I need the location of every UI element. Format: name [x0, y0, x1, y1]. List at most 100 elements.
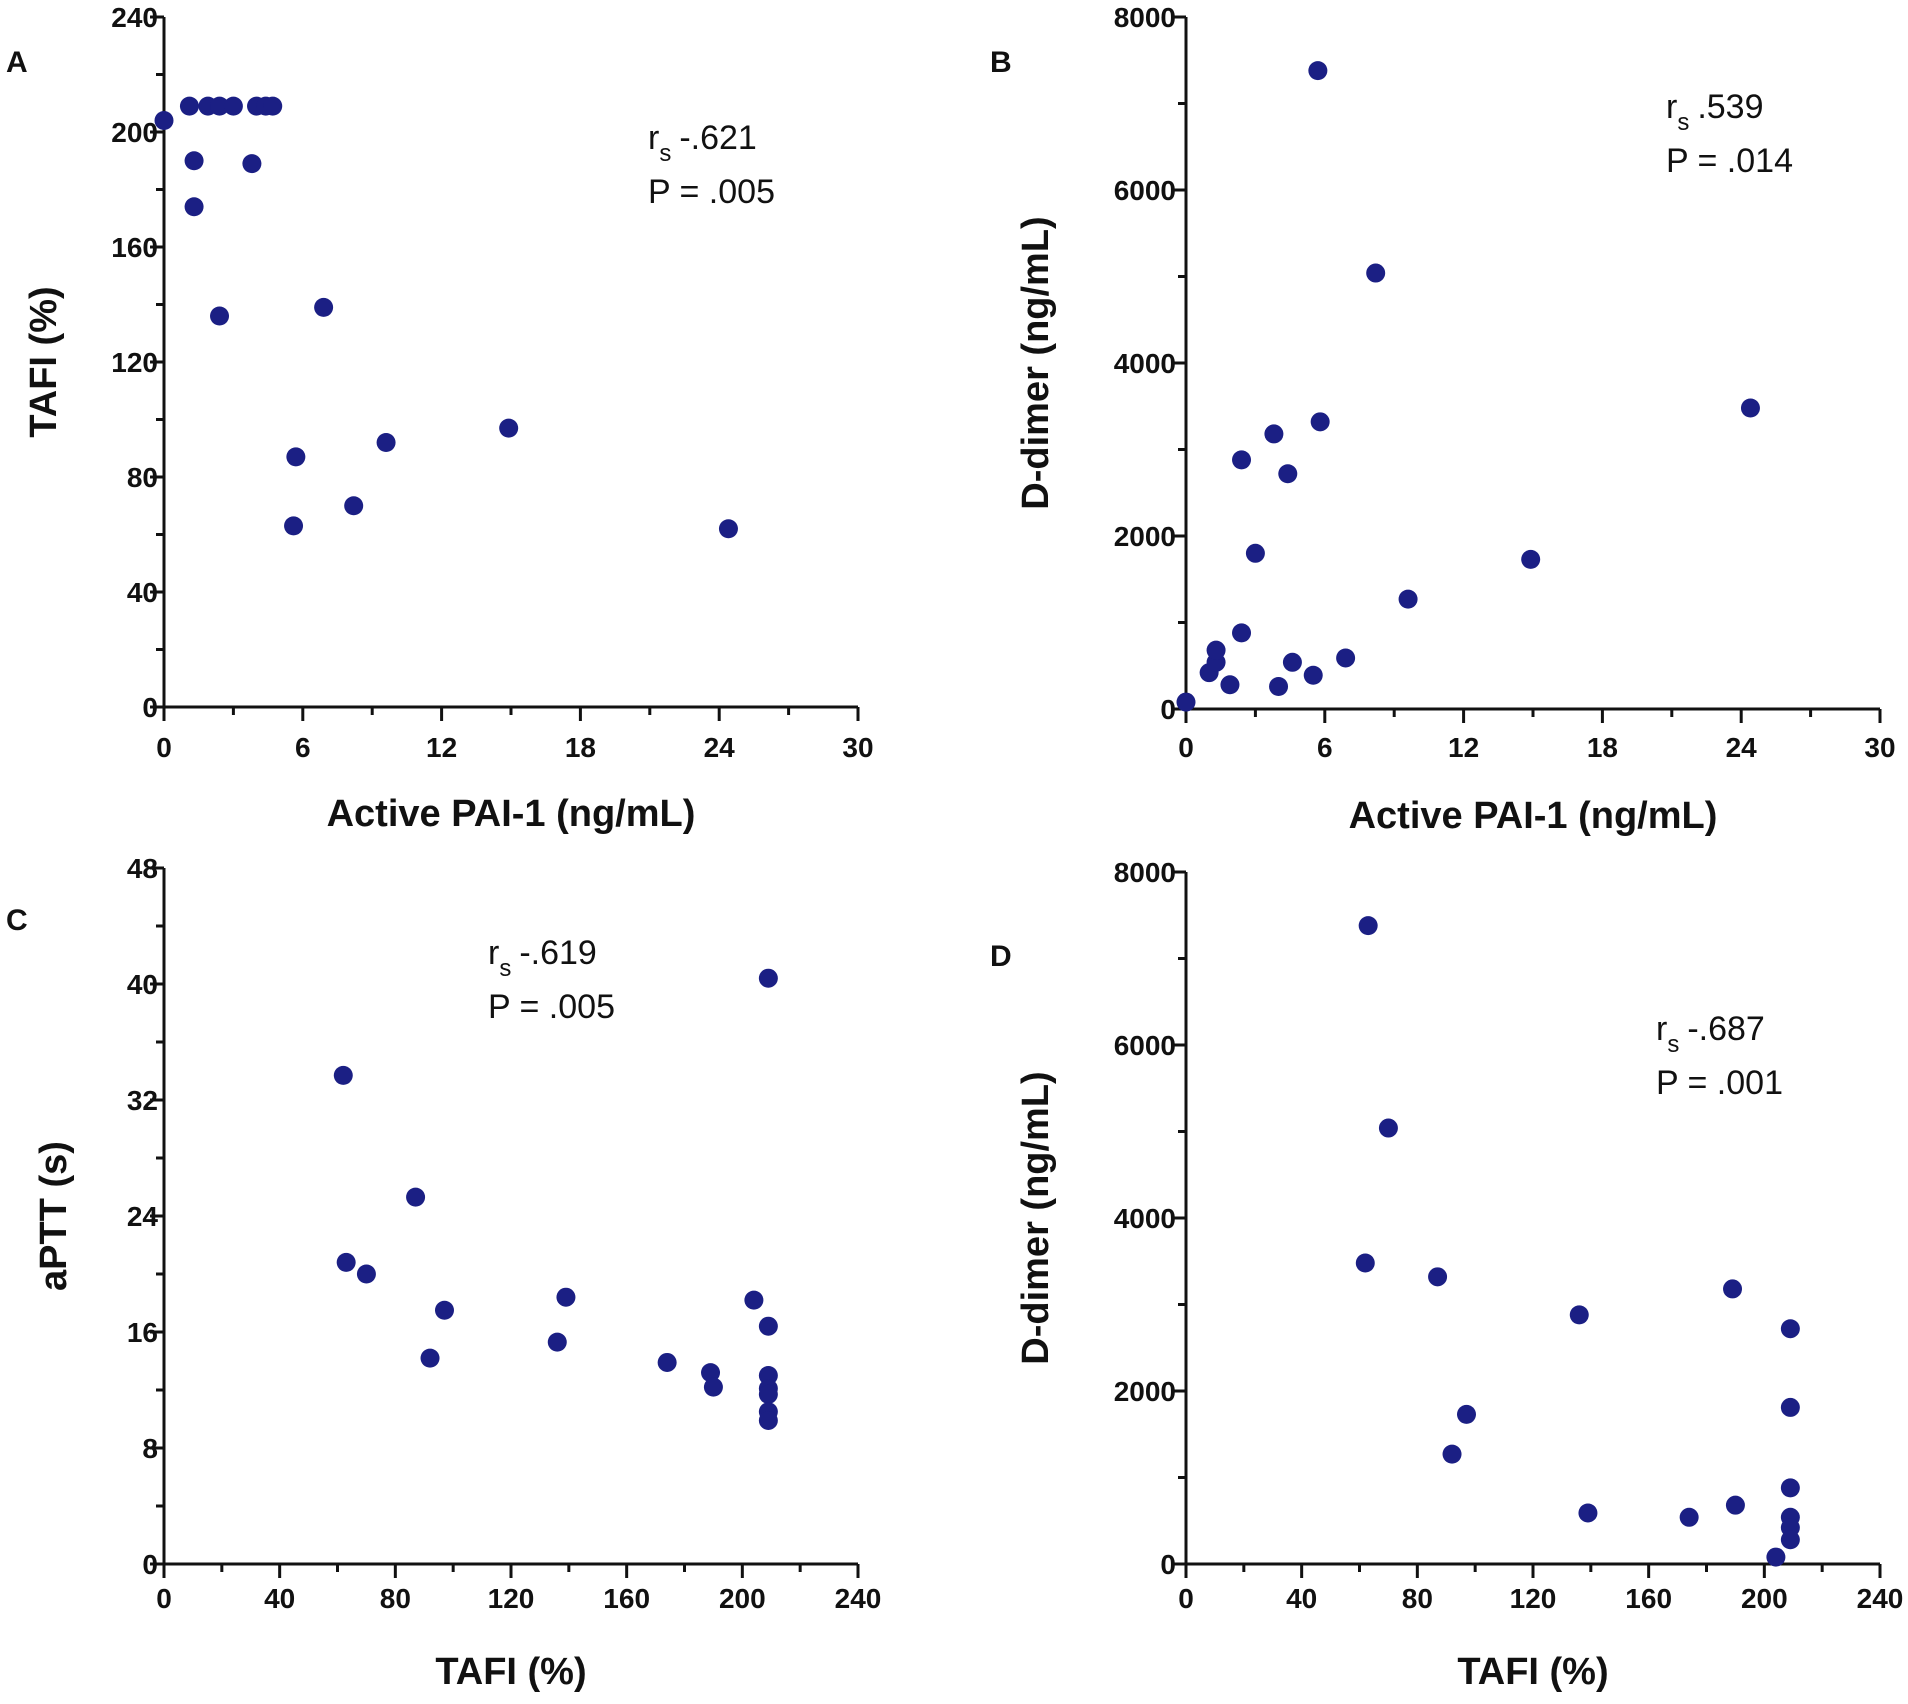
y-tick-label: 40 — [127, 577, 158, 608]
data-point — [1308, 61, 1328, 81]
data-point — [718, 519, 738, 539]
x-tick-label: 12 — [426, 732, 457, 763]
data-point — [1245, 543, 1265, 563]
data-point — [1428, 1267, 1448, 1287]
p-value: P = .014 — [1666, 142, 1793, 180]
data-point — [1569, 1305, 1589, 1325]
x-tick-label: 18 — [565, 732, 596, 763]
r-value: -.619 — [519, 934, 597, 972]
data-point — [1766, 1547, 1786, 1567]
y-tick-label: 8000 — [1114, 857, 1176, 888]
y-tick-label: 48 — [127, 853, 158, 884]
y-tick-label: 40 — [127, 969, 158, 1000]
y-tick-label: 200 — [111, 117, 158, 148]
data-point — [1740, 398, 1760, 418]
data-point — [744, 1290, 764, 1310]
r-subscript: s — [659, 140, 671, 167]
data-point — [184, 151, 204, 171]
data-point — [344, 496, 364, 516]
data-point — [547, 1332, 567, 1352]
data-point — [1269, 677, 1289, 697]
data-point — [1398, 589, 1418, 609]
r-value: .539 — [1697, 88, 1763, 126]
x-tick-label: 24 — [704, 732, 736, 763]
data-point — [1310, 412, 1330, 432]
data-point — [1679, 1507, 1699, 1527]
y-tick-label: 0 — [1160, 694, 1176, 725]
data-point — [1456, 1404, 1476, 1424]
panel-letter: B — [990, 46, 1012, 79]
data-point — [284, 516, 304, 536]
x-axis-title: TAFI (%) — [1457, 1651, 1608, 1693]
panel-c: 0 8 16 24 32 40 48 0 40 80 120 160 200 240 TAFI (%) aPT… — [6, 853, 881, 1693]
data-point — [1723, 1279, 1743, 1299]
r-symbol: r — [488, 934, 499, 972]
data-point — [657, 1352, 677, 1372]
y-tick-label: 2000 — [1114, 521, 1176, 552]
x-tick-label: 40 — [264, 1583, 295, 1614]
y-tick-label: 8000 — [1114, 2, 1176, 33]
p-value: P = .005 — [488, 988, 615, 1026]
data-point — [1725, 1495, 1745, 1515]
r-value: -.621 — [679, 119, 757, 157]
x-tick-label: 18 — [1587, 732, 1618, 763]
data-point — [701, 1363, 721, 1383]
r-symbol: r — [1656, 1010, 1667, 1048]
y-axis-title: D-dimer (ng/mL) — [1015, 1071, 1057, 1364]
data-point — [1206, 640, 1226, 660]
data-point — [1278, 464, 1298, 484]
panel-letter: D — [990, 940, 1012, 973]
x-tick-label: 120 — [488, 1583, 535, 1614]
y-tick-label: 0 — [142, 1549, 158, 1580]
r-subscript: s — [1667, 1031, 1679, 1058]
data-point — [1358, 916, 1378, 936]
r-value: -.687 — [1687, 1010, 1765, 1048]
data-point — [1303, 665, 1323, 685]
x-tick-label: 30 — [1864, 732, 1895, 763]
panel-a: 0 40 80 120 160 200 240 0 6 12 18 24 30 Active PAI-1 … — [6, 2, 874, 835]
data-point — [1366, 263, 1386, 283]
y-tick-label: 0 — [142, 692, 158, 723]
data-point — [223, 96, 243, 116]
y-tick-label: 8 — [142, 1433, 158, 1464]
data-point — [1780, 1319, 1800, 1339]
x-tick-label: 40 — [1286, 1583, 1317, 1614]
x-tick-label: 0 — [1178, 732, 1194, 763]
data-point — [420, 1348, 440, 1368]
panel-b: 0 2000 4000 6000 8000 0 6 12 18 24 30 Active PAI-1 … — [990, 2, 1896, 837]
y-tick-label: 6000 — [1114, 175, 1176, 206]
y-tick-label: 80 — [127, 462, 158, 493]
y-axis-title: TAFI (%) — [23, 286, 65, 437]
data-point — [210, 306, 230, 326]
data-point — [154, 111, 174, 130]
p-value: P = .005 — [648, 173, 775, 211]
data-point — [242, 154, 262, 174]
x-tick-label: 160 — [1625, 1583, 1672, 1614]
y-tick-label: 240 — [111, 2, 158, 33]
data-point — [333, 1065, 353, 1085]
x-tick-label: 240 — [1857, 1583, 1904, 1614]
y-tick-label: 120 — [111, 347, 158, 378]
data-point — [263, 96, 283, 116]
r-subscript: s — [1677, 109, 1689, 136]
x-tick-label: 200 — [719, 1583, 766, 1614]
y-tick-label: 4000 — [1114, 348, 1176, 379]
data-point — [758, 1410, 778, 1430]
x-tick-label: 0 — [156, 1583, 172, 1614]
data-point — [1264, 424, 1284, 444]
y-tick-label: 32 — [127, 1085, 158, 1116]
data-point — [1176, 692, 1196, 712]
r-subscript: s — [499, 955, 511, 982]
correlation-coefficient: rs -.621 — [648, 119, 757, 167]
p-value: P = .001 — [1656, 1064, 1783, 1102]
data-point — [1232, 450, 1252, 470]
panel-d: 0 2000 4000 6000 8000 0 40 80 120 160 200 240 TAFI (… — [990, 857, 1903, 1693]
x-tick-label: 24 — [1726, 732, 1758, 763]
data-point — [1578, 1503, 1598, 1523]
data-point — [1220, 675, 1240, 695]
data-point — [1355, 1253, 1375, 1273]
data-point — [1521, 549, 1541, 569]
x-axis-title: Active PAI-1 (ng/mL) — [1349, 795, 1718, 837]
r-symbol: r — [1666, 88, 1677, 126]
